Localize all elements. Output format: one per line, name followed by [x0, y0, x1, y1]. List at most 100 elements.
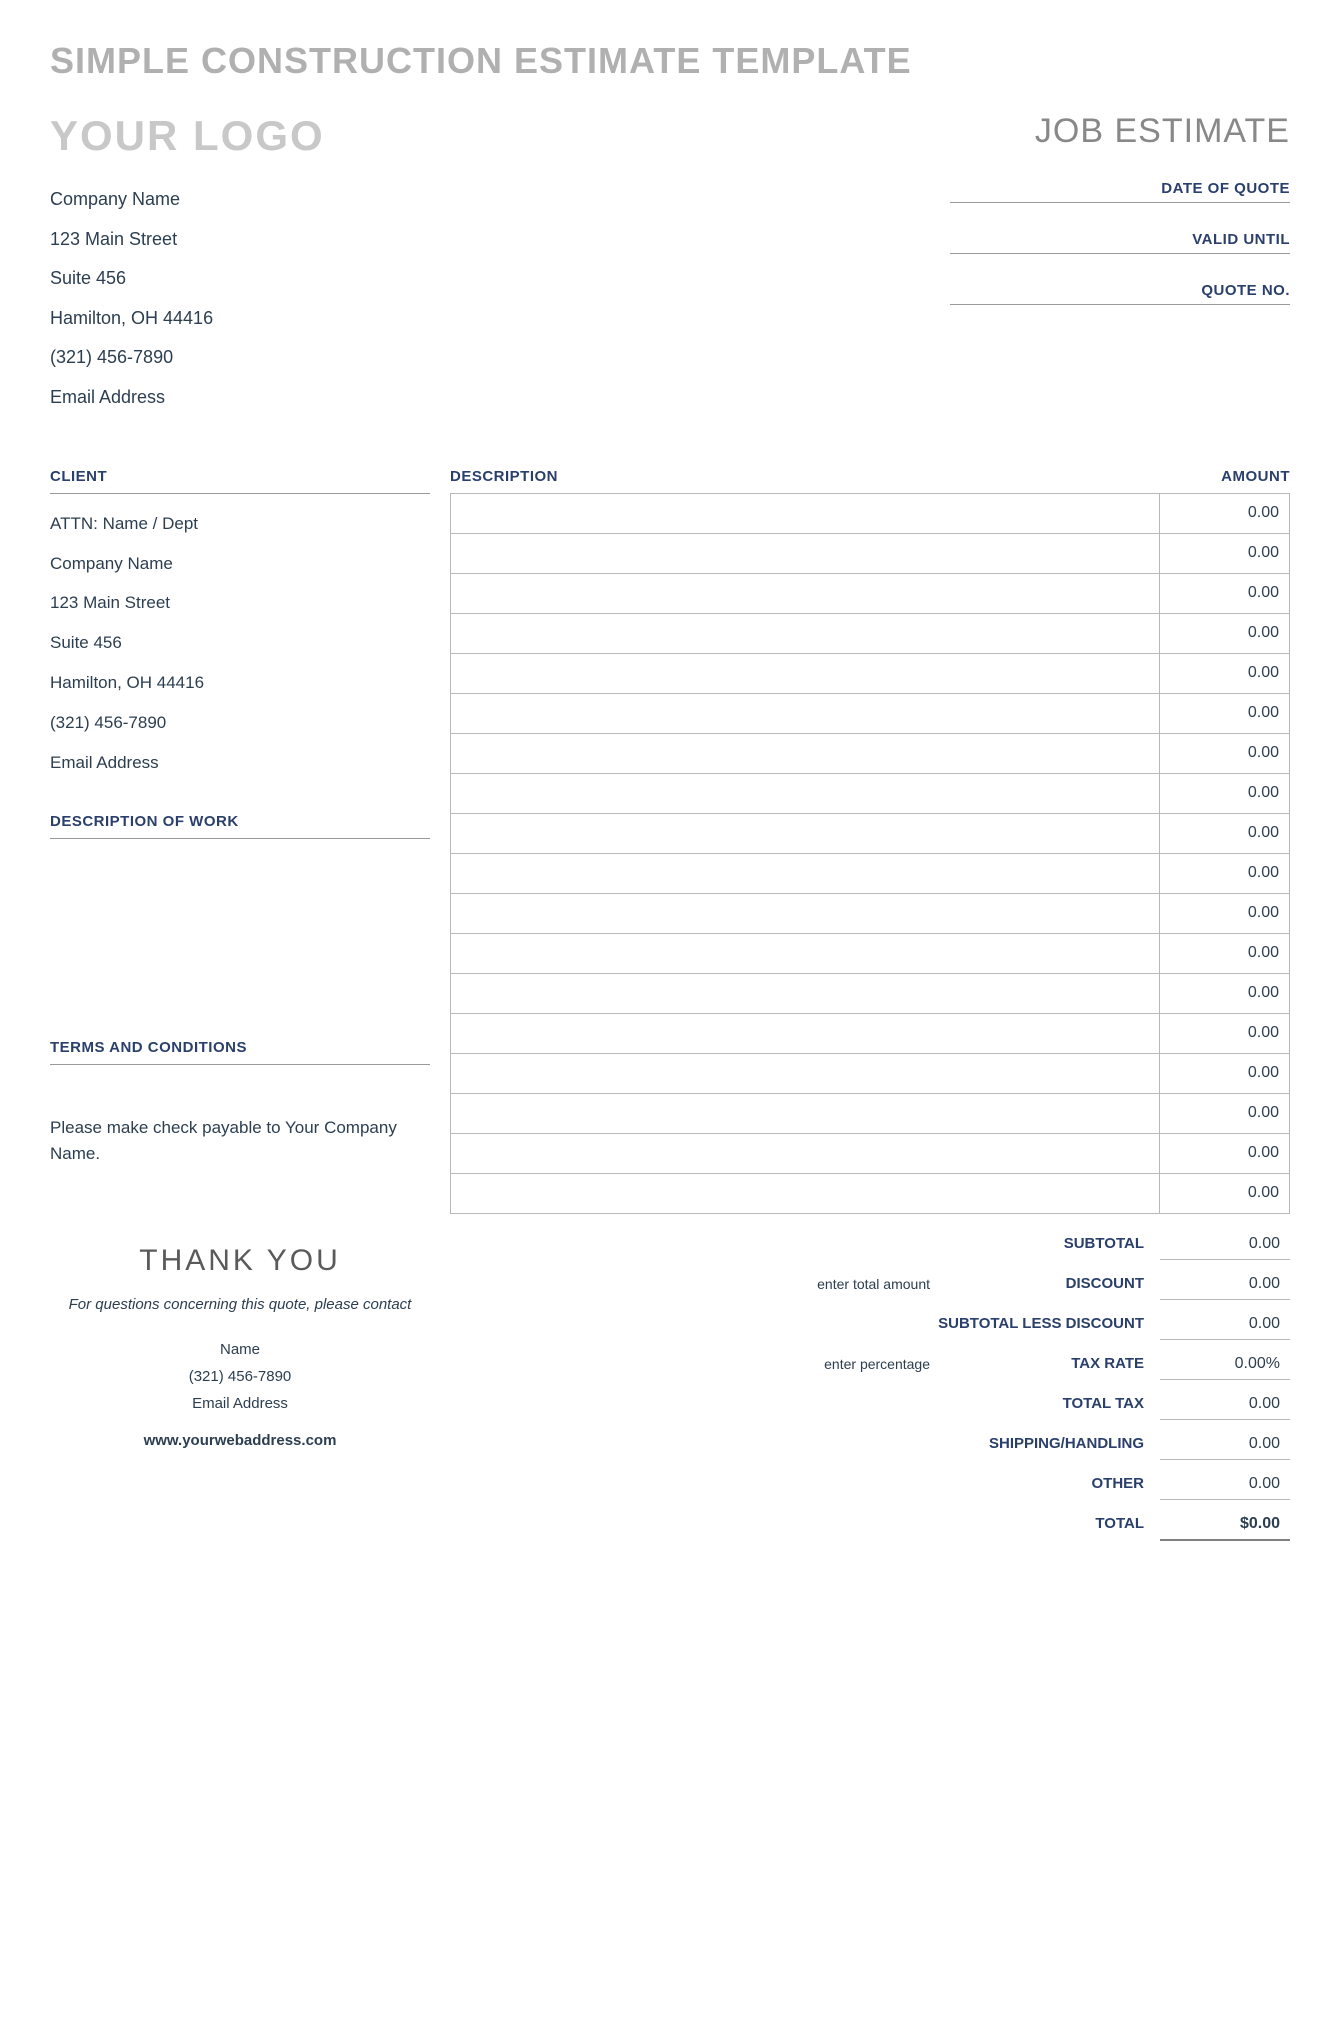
description-of-work-header: DESCRIPTION OF WORK — [50, 813, 430, 839]
table-row: 0.00 — [451, 1173, 1290, 1213]
valid-until-label: VALID UNTIL — [1192, 231, 1290, 248]
client-attn: ATTN: Name / Dept — [50, 504, 430, 544]
company-suite: Suite 456 — [50, 259, 213, 299]
totals-label: OTHER — [940, 1475, 1160, 1492]
table-row: 0.00 — [451, 973, 1290, 1013]
footer-phone: (321) 456-7890 — [50, 1368, 430, 1385]
client-email: Email Address — [50, 743, 430, 783]
description-header: DESCRIPTION — [450, 468, 1160, 485]
meta-block: DATE OF QUOTE VALID UNTIL QUOTE NO. — [950, 180, 1290, 418]
company-city: Hamilton, OH 44416 — [50, 299, 213, 339]
totals-value: 0.00% — [1160, 1347, 1290, 1380]
date-of-quote-label: DATE OF QUOTE — [1161, 180, 1290, 197]
line-amount[interactable]: 0.00 — [1160, 1173, 1290, 1213]
line-amount[interactable]: 0.00 — [1160, 693, 1290, 733]
line-amount[interactable]: 0.00 — [1160, 613, 1290, 653]
table-row: 0.00 — [451, 573, 1290, 613]
totals-row-total-tax: TOTAL TAX0.00 — [450, 1384, 1290, 1424]
line-amount[interactable]: 0.00 — [1160, 1013, 1290, 1053]
table-row: 0.00 — [451, 1013, 1290, 1053]
valid-until-field: VALID UNTIL — [950, 231, 1290, 254]
table-row: 0.00 — [451, 853, 1290, 893]
table-row: 0.00 — [451, 533, 1290, 573]
line-amount[interactable]: 0.00 — [1160, 933, 1290, 973]
line-amount[interactable]: 0.00 — [1160, 893, 1290, 933]
line-description[interactable] — [451, 1133, 1160, 1173]
line-amount[interactable]: 0.00 — [1160, 1093, 1290, 1133]
line-description[interactable] — [451, 1013, 1160, 1053]
line-description[interactable] — [451, 813, 1160, 853]
table-row: 0.00 — [451, 653, 1290, 693]
line-description[interactable] — [451, 693, 1160, 733]
line-description[interactable] — [451, 1053, 1160, 1093]
table-row: 0.00 — [451, 933, 1290, 973]
client-phone: (321) 456-7890 — [50, 703, 430, 743]
items-header: DESCRIPTION AMOUNT — [450, 468, 1290, 493]
document-title: JOB ESTIMATE — [1035, 112, 1290, 151]
line-description[interactable] — [451, 933, 1160, 973]
totals-label: SUBTOTAL LESS DISCOUNT — [938, 1315, 1160, 1332]
totals-value: 0.00 — [1160, 1307, 1290, 1340]
totals-label: SHIPPING/HANDLING — [940, 1435, 1160, 1452]
line-amount[interactable]: 0.00 — [1160, 853, 1290, 893]
info-row: Company Name 123 Main Street Suite 456 H… — [50, 180, 1290, 418]
line-items-table: 0.000.000.000.000.000.000.000.000.000.00… — [450, 493, 1290, 1214]
right-column: DESCRIPTION AMOUNT 0.000.000.000.000.000… — [450, 468, 1290, 1214]
totals-value: 0.00 — [1160, 1427, 1290, 1460]
line-description[interactable] — [451, 533, 1160, 573]
footer-questions: For questions concerning this quote, ple… — [50, 1296, 430, 1313]
line-amount[interactable]: 0.00 — [1160, 773, 1290, 813]
table-row: 0.00 — [451, 1133, 1290, 1173]
line-amount[interactable]: 0.00 — [1160, 813, 1290, 853]
left-column: CLIENT ATTN: Name / Dept Company Name 12… — [50, 468, 430, 1214]
totals-value: 0.00 — [1160, 1227, 1290, 1260]
line-description[interactable] — [451, 613, 1160, 653]
line-amount[interactable]: 0.00 — [1160, 533, 1290, 573]
totals-value: 0.00 — [1160, 1467, 1290, 1500]
line-amount[interactable]: 0.00 — [1160, 1053, 1290, 1093]
line-amount[interactable]: 0.00 — [1160, 573, 1290, 613]
line-description[interactable] — [451, 1093, 1160, 1133]
line-description[interactable] — [451, 773, 1160, 813]
quote-no-label: QUOTE NO. — [1201, 282, 1290, 299]
line-description[interactable] — [451, 653, 1160, 693]
client-header: CLIENT — [50, 468, 430, 494]
company-street: 123 Main Street — [50, 220, 213, 260]
totals-hint: enter total amount — [450, 1276, 940, 1292]
line-description[interactable] — [451, 733, 1160, 773]
table-row: 0.00 — [451, 693, 1290, 733]
logo-placeholder: YOUR LOGO — [50, 112, 325, 160]
line-amount[interactable]: 0.00 — [1160, 973, 1290, 1013]
amount-header: AMOUNT — [1160, 468, 1290, 485]
line-description[interactable] — [451, 1173, 1160, 1213]
line-description[interactable] — [451, 573, 1160, 613]
table-row: 0.00 — [451, 1053, 1290, 1093]
terms-header: TERMS AND CONDITIONS — [50, 1039, 430, 1065]
totals-label: TOTAL TAX — [940, 1395, 1160, 1412]
line-description[interactable] — [451, 973, 1160, 1013]
line-amount[interactable]: 0.00 — [1160, 1133, 1290, 1173]
company-phone: (321) 456-7890 — [50, 338, 213, 378]
line-description[interactable] — [451, 853, 1160, 893]
company-email: Email Address — [50, 378, 213, 418]
bottom-row: THANK YOU For questions concerning this … — [50, 1214, 1290, 1544]
totals-value: 0.00 — [1160, 1387, 1290, 1420]
line-amount[interactable]: 0.00 — [1160, 653, 1290, 693]
totals-row-subtotal: SUBTOTAL0.00 — [450, 1224, 1290, 1264]
totals-block: SUBTOTAL0.00enter total amountDISCOUNT0.… — [450, 1214, 1290, 1544]
totals-row-grand-total: TOTAL$0.00 — [450, 1504, 1290, 1544]
line-amount[interactable]: 0.00 — [1160, 493, 1290, 533]
totals-label: DISCOUNT — [940, 1275, 1160, 1292]
totals-value: $0.00 — [1160, 1507, 1290, 1541]
page-title: SIMPLE CONSTRUCTION ESTIMATE TEMPLATE — [50, 40, 1290, 82]
line-description[interactable] — [451, 893, 1160, 933]
quote-no-field: QUOTE NO. — [950, 282, 1290, 305]
line-amount[interactable]: 0.00 — [1160, 733, 1290, 773]
date-of-quote-field: DATE OF QUOTE — [950, 180, 1290, 203]
totals-row-tax-rate: enter percentageTAX RATE0.00% — [450, 1344, 1290, 1384]
line-description[interactable] — [451, 493, 1160, 533]
totals-label: SUBTOTAL — [940, 1235, 1160, 1252]
table-row: 0.00 — [451, 813, 1290, 853]
totals-value: 0.00 — [1160, 1267, 1290, 1300]
totals-label: TAX RATE — [940, 1355, 1160, 1372]
